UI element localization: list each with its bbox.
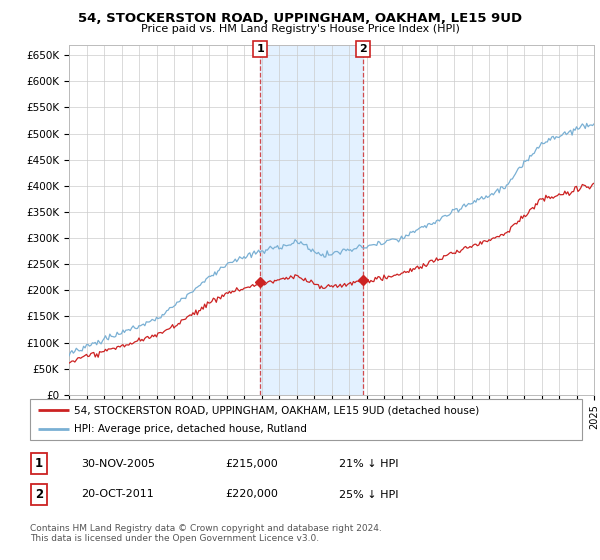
Text: HPI: Average price, detached house, Rutland: HPI: Average price, detached house, Rutl… [74,424,307,433]
Text: 2: 2 [35,488,43,501]
Text: Contains HM Land Registry data © Crown copyright and database right 2024.
This d: Contains HM Land Registry data © Crown c… [30,524,382,543]
Text: 54, STOCKERSTON ROAD, UPPINGHAM, OAKHAM, LE15 9UD (detached house): 54, STOCKERSTON ROAD, UPPINGHAM, OAKHAM,… [74,405,479,415]
Text: Price paid vs. HM Land Registry's House Price Index (HPI): Price paid vs. HM Land Registry's House … [140,24,460,34]
Text: 54, STOCKERSTON ROAD, UPPINGHAM, OAKHAM, LE15 9UD: 54, STOCKERSTON ROAD, UPPINGHAM, OAKHAM,… [78,12,522,25]
Text: 2: 2 [359,44,367,54]
Text: £220,000: £220,000 [225,489,278,500]
Text: 30-NOV-2005: 30-NOV-2005 [81,459,155,469]
Text: 21% ↓ HPI: 21% ↓ HPI [339,459,398,469]
Text: 1: 1 [256,44,264,54]
Text: 20-OCT-2011: 20-OCT-2011 [81,489,154,500]
Text: 25% ↓ HPI: 25% ↓ HPI [339,489,398,500]
Text: £215,000: £215,000 [225,459,278,469]
Bar [260,45,363,395]
Text: 1: 1 [35,457,43,470]
